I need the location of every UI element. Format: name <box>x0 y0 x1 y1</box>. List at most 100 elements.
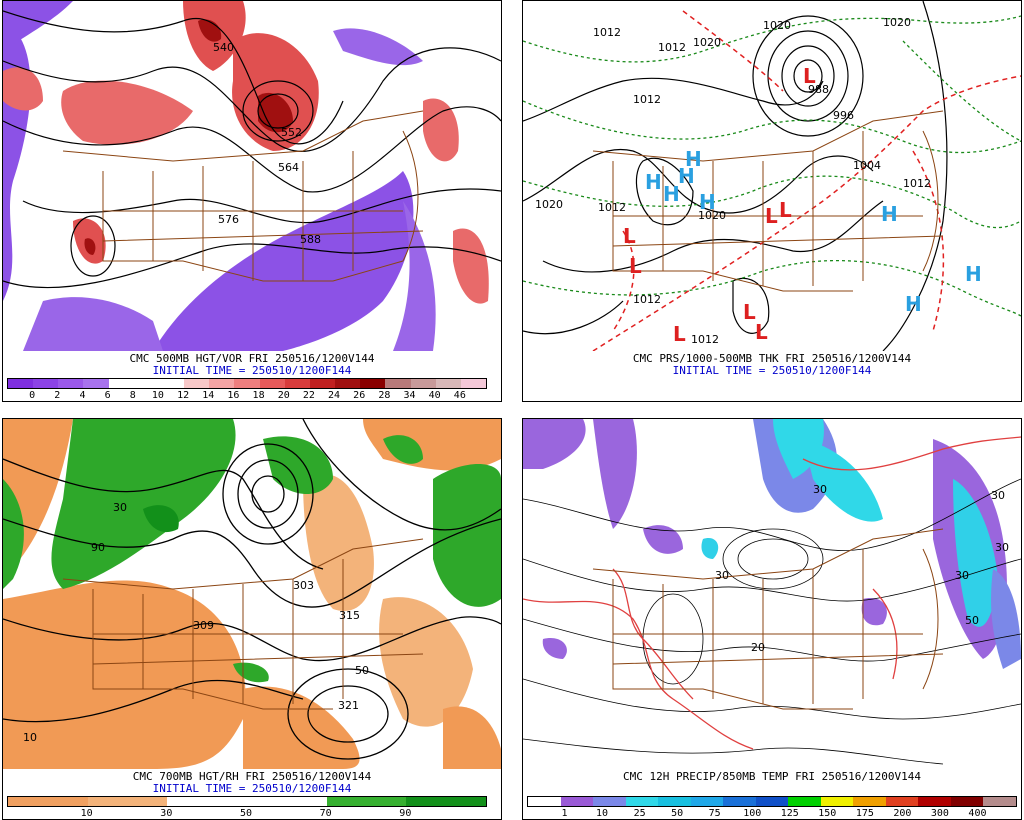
panel-500mb-height-vorticity: 540 552 564 576 588 CMC 500MB HGT/VOR FR… <box>2 0 502 402</box>
p4-legend-swatch <box>885 797 919 806</box>
p1-legend-tick-label: 0 <box>29 390 36 401</box>
p1-legend-tick-label: 18 <box>252 390 265 401</box>
p1-legend-tick-label: 6 <box>104 390 111 401</box>
p1-contour-label-3: 576 <box>218 213 239 226</box>
p3-label-5: 30 <box>113 501 127 514</box>
p4-legend-swatch <box>918 797 951 806</box>
p1-legend-swatch <box>335 379 361 388</box>
p4-legend-tick-label: 1 <box>561 808 568 819</box>
map-700mb: 303 309 315 321 10 30 50 90 <box>3 419 501 769</box>
p1-legend-swatch <box>360 379 386 388</box>
high-marker-6: H <box>965 262 982 286</box>
p1-legend-tick-label: 14 <box>202 390 215 401</box>
p4-label-2: 30 <box>955 569 969 582</box>
low-marker-4: L <box>629 254 642 278</box>
p4-legend-tick-label: 125 <box>780 808 799 819</box>
p4-label-4: 30 <box>991 489 1005 502</box>
p1-initial-time: INITIAL TIME = 250510/1200F144 <box>152 364 352 377</box>
p1-legend-swatch <box>435 379 461 388</box>
p2-caption: CMC PRS/1000-500MB THK FRI 250516/1200V1… <box>632 352 912 365</box>
p4-legend-tick-label: 10 <box>596 808 609 819</box>
low-marker-5: L <box>743 300 756 324</box>
p1-legend-tick-label: 46 <box>453 390 466 401</box>
p4-legend-swatch <box>658 797 691 806</box>
p2-label-7: 996 <box>833 109 854 122</box>
p2-label-10: 1020 <box>535 198 563 211</box>
panel-700mb-height-rh: 303 309 315 321 10 30 50 90 CMC 700MB HG… <box>2 418 502 820</box>
p1-legend-tick-label: 34 <box>403 390 416 401</box>
p1-legend-tick-label: 16 <box>227 390 240 401</box>
p3-label-3: 321 <box>338 699 359 712</box>
p4-legend-swatch <box>593 797 626 806</box>
low-marker-6: L <box>755 320 768 344</box>
p2-label-5: 1020 <box>883 16 911 29</box>
p4-legend-bar <box>527 796 1017 807</box>
p1-legend-swatch <box>460 379 486 388</box>
p3-legend-tick-label: 50 <box>239 808 253 819</box>
p4-legend-swatch <box>755 797 789 806</box>
p4-legend-tick-label: 75 <box>708 808 721 819</box>
p2-label-11: 1012 <box>598 201 626 214</box>
p2-label-4: 1012 <box>633 93 661 106</box>
p1-legend-tick-label: 24 <box>328 390 341 401</box>
p1-legend-swatch <box>133 379 159 388</box>
p1-legend-swatch <box>158 379 185 388</box>
p4-caption: CMC 12H PRECIP/850MB TEMP FRI 250516/120… <box>622 770 921 783</box>
p4-legend-tick-label: 400 <box>968 808 987 819</box>
p3-legend-tick-label: 30 <box>160 808 173 819</box>
p2-label-12: 1012 <box>633 293 661 306</box>
p4-legend-ticks: 1 10 25 50 75 100 125 150 175 200 300 400 <box>523 808 1021 819</box>
p2-label-13: 1012 <box>691 333 719 346</box>
low-marker-0: L <box>803 64 816 88</box>
p1-legend-tick-label: 12 <box>177 390 190 401</box>
p1-legend-swatch <box>8 379 34 388</box>
p1-legend-swatch <box>209 379 235 388</box>
p4-legend-swatch <box>983 797 1016 806</box>
p4-legend-tick-label: 25 <box>633 808 646 819</box>
high-marker-0: H <box>685 147 702 171</box>
p3-legend-swatch <box>87 797 168 806</box>
p4-legend-swatch <box>528 797 561 806</box>
p4-legend-swatch <box>625 797 659 806</box>
p2-label-8: 1004 <box>853 159 881 172</box>
p3-legend-bar <box>7 796 487 807</box>
map-precip: 30 30 30 50 30 30 20 <box>523 419 1021 769</box>
p3-label-7: 90 <box>91 541 105 554</box>
map-pressure-thickness: 1012 1020 1012 1020 1012 1020 988 996 10… <box>523 1 1021 351</box>
p2-label-3: 1020 <box>763 19 791 32</box>
p3-legend-swatch <box>167 797 247 806</box>
p1-legend-tick-label: 22 <box>302 390 315 401</box>
p1-legend-tick-label: 8 <box>129 390 136 401</box>
p4-legend-tick-label: 175 <box>855 808 874 819</box>
p1-legend-swatch <box>108 379 134 388</box>
p4-label-0: 30 <box>715 569 729 582</box>
p2-label-2: 1012 <box>658 41 686 54</box>
p3-legend-swatch <box>246 797 327 806</box>
p3-label-0: 303 <box>293 579 314 592</box>
p1-contour-label-4: 588 <box>300 233 321 246</box>
p3-caption: CMC 700MB HGT/RH FRI 250516/1200V144 <box>132 770 372 783</box>
p1-legend-bar <box>7 378 487 389</box>
p1-legend-swatch <box>284 379 310 388</box>
high-marker-4: H <box>699 190 716 214</box>
p3-legend-ticks: 10 30 50 70 90 <box>3 808 501 819</box>
p4-legend-swatch <box>820 797 854 806</box>
p3-label-1: 309 <box>193 619 214 632</box>
p3-legend-tick-label: 10 <box>80 808 93 819</box>
p3-legend-tick-label: 90 <box>399 808 412 819</box>
p4-legend-swatch <box>788 797 821 806</box>
low-marker-2: L <box>779 198 792 222</box>
p2-label-0: 1012 <box>593 26 621 39</box>
p4-legend-tick-label: 150 <box>818 808 837 819</box>
p1-legend-swatch <box>385 379 411 388</box>
p1-contour-label-1: 552 <box>281 126 302 139</box>
p4-legend-tick-label: 100 <box>743 808 762 819</box>
p1-contour-label-2: 564 <box>278 161 299 174</box>
p1-legend-tick-label: 40 <box>428 390 441 401</box>
panel-pressure-thickness: 1012 1020 1012 1020 1012 1020 988 996 10… <box>522 0 1022 402</box>
p4-legend-tick-label: 300 <box>930 808 949 819</box>
p4-legend-swatch <box>853 797 886 806</box>
p1-legend-swatch <box>33 379 59 388</box>
p1-legend-swatch <box>410 379 436 388</box>
p3-label-6: 50 <box>355 664 369 677</box>
